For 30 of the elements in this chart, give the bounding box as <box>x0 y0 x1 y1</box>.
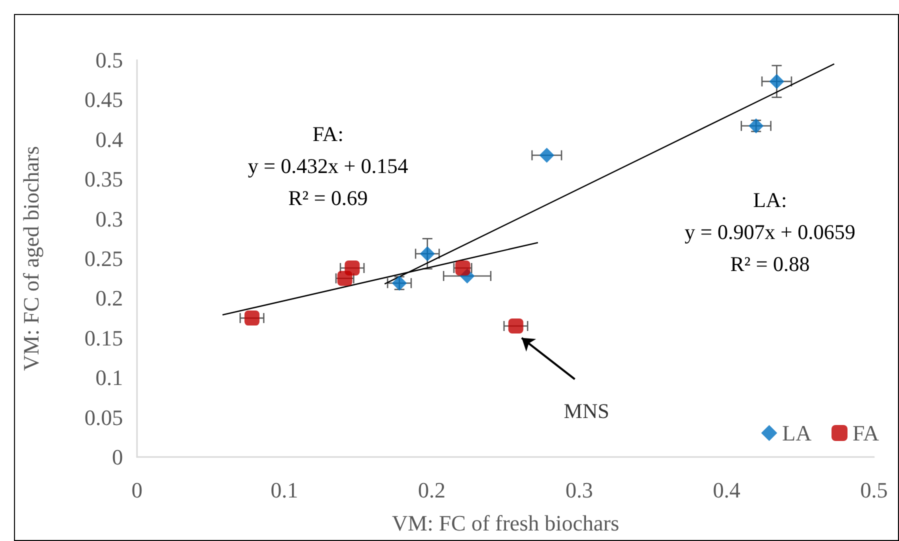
legend-label: LA <box>782 420 812 446</box>
x-tick-label: 0.5 <box>860 478 888 502</box>
y-tick-label: 0.4 <box>96 126 123 152</box>
point <box>344 260 360 276</box>
annotation: LA: y = 0.907x + 0.0659 R² = 0.88 <box>684 188 856 276</box>
annotation: MNS <box>564 398 610 423</box>
x-tick-label: 0 <box>132 478 142 502</box>
x-tick-label: 0.3 <box>565 478 593 502</box>
y-tick-label: 0.15 <box>84 325 123 350</box>
x-axis-title: VM: FC of fresh biochars <box>392 510 620 536</box>
point <box>769 74 784 89</box>
point <box>244 310 260 326</box>
y-axis-title: VM: FC of aged biochars <box>18 146 44 371</box>
y-tick-label: 0.3 <box>96 206 123 232</box>
y-tick-label: 0.1 <box>96 365 123 390</box>
y-tick-label: 0.05 <box>84 404 123 430</box>
x-tick-label: 0.4 <box>712 478 740 502</box>
y-tick-label: 0 <box>112 444 123 470</box>
y-tick-label: 0.2 <box>96 286 123 311</box>
x-tick-label: 0.2 <box>418 478 446 502</box>
y-tick-label: 0.25 <box>84 246 123 271</box>
point <box>508 318 524 334</box>
legend-label: FA <box>852 420 880 446</box>
annotation: FA: y = 0.432x + 0.154 R² = 0.69 <box>248 122 409 210</box>
point <box>420 246 435 262</box>
x-tick-label: 0.1 <box>270 478 298 502</box>
point <box>539 148 554 163</box>
y-tick-label: 0.5 <box>96 48 123 72</box>
y-tick-label: 0.35 <box>84 166 123 192</box>
y-tick-label: 0.45 <box>84 87 123 112</box>
